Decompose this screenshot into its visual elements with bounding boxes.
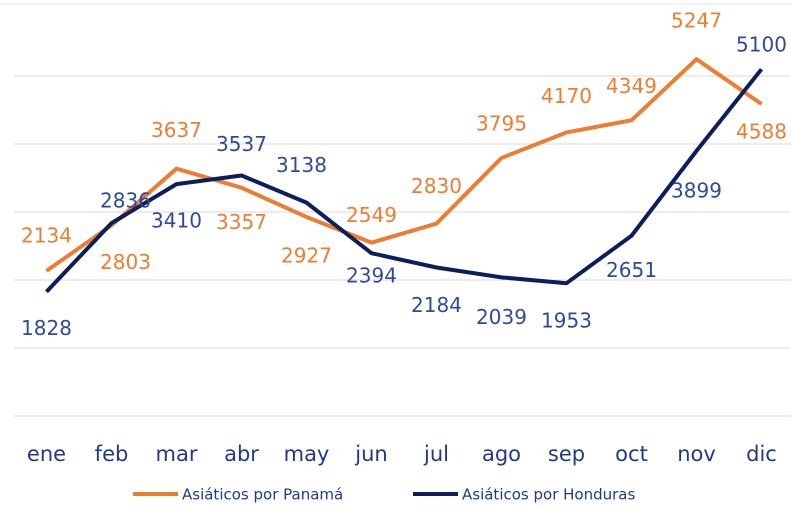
legend-label: Asiáticos por Panamá	[182, 486, 343, 504]
x-tick-label: oct	[615, 442, 648, 466]
data-label: 2836	[100, 189, 151, 213]
data-label: 2927	[281, 243, 332, 267]
x-tick-label: ago	[482, 442, 521, 466]
data-label: 3637	[151, 118, 202, 142]
x-tick-label: may	[284, 442, 330, 466]
data-label: 2803	[100, 250, 151, 274]
data-label: 2394	[346, 264, 397, 288]
data-label: 2184	[411, 293, 462, 317]
data-label: 1953	[541, 309, 592, 333]
data-label: 4170	[541, 84, 592, 108]
data-label: 5100	[736, 33, 787, 57]
data-label: 1828	[21, 316, 72, 340]
data-label: 3899	[671, 178, 722, 202]
x-tick-label: dic	[746, 442, 777, 466]
data-label: 2039	[476, 305, 527, 329]
data-label: 4588	[736, 120, 787, 144]
x-tick-label: jul	[423, 442, 449, 466]
series-line	[45, 67, 764, 294]
series-line	[45, 57, 763, 273]
data-label: 4349	[606, 74, 657, 98]
data-label: 3138	[276, 153, 327, 177]
legend-label: Asiáticos por Honduras	[462, 486, 635, 504]
x-tick-label: feb	[95, 442, 129, 466]
x-tick-label: abr	[224, 442, 259, 466]
data-label: 3795	[476, 111, 527, 135]
data-label: 2830	[411, 174, 462, 198]
x-tick-label: jun	[354, 442, 387, 466]
data-label: 2134	[21, 223, 72, 247]
data-label: 2549	[346, 203, 397, 227]
data-label: 3357	[216, 210, 267, 234]
x-tick-label: ene	[27, 442, 66, 466]
data-label: 3537	[216, 132, 267, 156]
x-tick-label: sep	[548, 442, 585, 466]
data-label: 5247	[671, 9, 722, 33]
data-label: 2651	[606, 258, 657, 282]
x-tick-label: mar	[156, 442, 198, 466]
data-label: 3410	[151, 209, 202, 233]
x-tick-label: nov	[677, 442, 716, 466]
